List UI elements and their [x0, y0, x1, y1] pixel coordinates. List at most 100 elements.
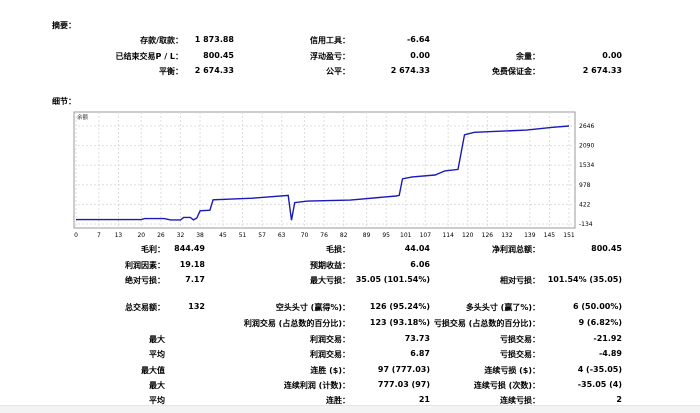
- y-tick-label: 2646: [579, 123, 594, 130]
- stat-label: 预期收益：: [310, 261, 350, 270]
- stat-value: 123 (93.18%): [369, 318, 430, 327]
- horizontal-scrollbar[interactable]: [0, 405, 700, 413]
- balance-line: [76, 125, 570, 221]
- x-tick-label: 20: [137, 232, 145, 238]
- x-tick-label: 107: [420, 232, 432, 238]
- x-tick-label: 101: [400, 232, 412, 238]
- stat-value: 800.45: [591, 244, 622, 253]
- stat-value: 2: [616, 395, 622, 404]
- stat-value: 777.03 (97): [377, 380, 430, 389]
- stat-value: 0.00: [602, 51, 622, 60]
- stat-label: 最大值: [141, 366, 165, 375]
- stat-value: 21: [418, 395, 430, 404]
- stat-value: 800.45: [203, 51, 234, 60]
- stat-label: 平均: [149, 396, 165, 405]
- stat-label: 平衡：: [159, 67, 183, 76]
- stat-value: 1 873.88: [194, 35, 234, 44]
- stat-label: 利润交易：: [310, 350, 350, 359]
- details-row: 最大值 连胜 ($)： 97 (777.03) 连续亏损 ($)： 4 (-35.05): [0, 365, 700, 377]
- x-tick-label: 120: [462, 232, 474, 238]
- stat-value: 6.87: [410, 349, 430, 358]
- stat-label: 利润因素：: [125, 261, 165, 270]
- stat-value: -21.92: [593, 334, 622, 343]
- y-tick-label: 422: [579, 201, 591, 208]
- details-row: 毛利： 844.49 毛损： 44.04 净利润总额： 800.45: [0, 244, 700, 256]
- y-tick-label: 978: [579, 182, 591, 189]
- y-tick-label: 1534: [579, 162, 594, 169]
- stat-value: 19.18: [179, 260, 205, 269]
- summary-row: 平衡： 2 674.33 公平： 2 674.33 免费保证金： 2 674.33: [0, 66, 700, 78]
- details-title: 细节：: [52, 97, 76, 106]
- stat-label: 利润交易：: [310, 335, 350, 344]
- chart-title: 余额: [77, 113, 89, 121]
- y-tick-label: -134: [579, 221, 593, 228]
- stat-label: 毛损：: [326, 245, 350, 254]
- details-row: 最大 利润交易： 73.73 亏损交易： -21.92: [0, 334, 700, 346]
- x-tick-label: 51: [239, 232, 247, 238]
- stat-label: 公平：: [326, 67, 350, 76]
- x-tick-label: 32: [177, 232, 185, 238]
- balance-chart: 0 7 13 20 26 32 38 45 51 57 63 70 76 82 89 95 101 107 114 1…: [73, 111, 594, 238]
- stat-label: 亏损交易：: [500, 350, 540, 359]
- x-tick-label: 57: [258, 232, 266, 238]
- stat-label: 免费保证金：: [492, 67, 540, 76]
- stat-label: 连胜 ($)：: [310, 366, 350, 375]
- stat-label: 净利润总额：: [492, 245, 540, 254]
- stat-value: 101.54% (35.05): [547, 275, 622, 284]
- stat-label: 已结束交易P / L：: [115, 52, 183, 61]
- x-tick-label: 82: [340, 232, 348, 238]
- x-tick-label: 13: [115, 232, 123, 238]
- summary-row: 存款/取款： 1 873.88 信用工具： -6.64: [0, 35, 700, 47]
- y-tick-label: 2090: [579, 143, 594, 150]
- stat-value: 126 (95.24%): [369, 302, 430, 311]
- x-tick-label: 63: [278, 232, 286, 238]
- x-tick-label: 89: [363, 232, 371, 238]
- stat-label: 多头头寸 (赢了%)：: [465, 303, 540, 312]
- stat-label: 连续亏损：: [500, 396, 540, 405]
- x-tick-label: 76: [320, 232, 328, 238]
- stat-label: 存款/取款：: [140, 36, 183, 45]
- details-row: 利润因素： 19.18 预期收益： 6.06: [0, 260, 700, 272]
- stat-value: 132: [188, 302, 205, 311]
- stat-value: 0.00: [410, 51, 430, 60]
- stat-label: 空头头寸 (赢得%)：: [275, 303, 350, 312]
- stat-value: 844.49: [174, 244, 205, 253]
- details-row: 平均 连胜： 21 连续亏损： 2: [0, 395, 700, 407]
- stat-label: 平均: [149, 350, 165, 359]
- stat-label: 信用工具：: [310, 36, 350, 45]
- stat-value: 97 (777.03): [377, 365, 430, 374]
- details-row: 绝对亏损： 7.17 最大亏损： 35.05 (101.54%) 相对亏损： 101.54…: [0, 275, 700, 287]
- stat-label: 连续亏损 ($)：: [484, 366, 540, 375]
- stat-value: 6 (50.00%): [573, 302, 622, 311]
- stat-value: 4 (-35.05): [577, 365, 622, 374]
- stat-label: 利润交易 (占总数的百分比)：: [243, 319, 350, 328]
- details-row: 利润交易 (占总数的百分比)： 123 (93.18%) 亏损交易 (占总数的百分比…: [0, 318, 700, 330]
- stat-label: 亏损交易 (占总数的百分比)：: [433, 319, 540, 328]
- stat-label: 相对亏损：: [500, 276, 540, 285]
- x-tick-label: 26: [157, 232, 165, 238]
- stat-label: 最大: [149, 381, 165, 390]
- stat-label: 连胜：: [326, 396, 350, 405]
- x-tick-label: 114: [442, 232, 454, 238]
- x-tick-label: 132: [501, 232, 513, 238]
- stat-label: 绝对亏损：: [125, 276, 165, 285]
- stat-label: 余量：: [516, 52, 540, 61]
- x-tick-label: 0: [74, 232, 78, 238]
- stat-label: 连续利润 (计数)：: [283, 381, 350, 390]
- x-tick-label: 38: [196, 232, 204, 238]
- details-row: 平均 利润交易： 6.87 亏损交易： -4.89: [0, 349, 700, 361]
- stat-value: -35.05 (4): [577, 380, 622, 389]
- x-tick-label: 151: [563, 232, 575, 238]
- stat-value: 2 674.33: [194, 66, 234, 75]
- x-tick-label: 7: [97, 232, 101, 238]
- details-row: 最大 连续利润 (计数)： 777.03 (97) 连续亏损 (次数)： -35.05 …: [0, 380, 700, 392]
- stat-value: 9 (6.82%): [578, 318, 622, 327]
- stat-value: -4.89: [598, 349, 622, 358]
- stat-label: 总交易额：: [125, 303, 165, 312]
- stat-value: -6.64: [406, 35, 430, 44]
- stat-label: 浮动盈亏：: [310, 52, 350, 61]
- stat-value: 44.04: [404, 244, 430, 253]
- x-tick-label: 126: [482, 232, 494, 238]
- stat-value: 73.73: [404, 334, 430, 343]
- stat-label: 亏损交易：: [500, 335, 540, 344]
